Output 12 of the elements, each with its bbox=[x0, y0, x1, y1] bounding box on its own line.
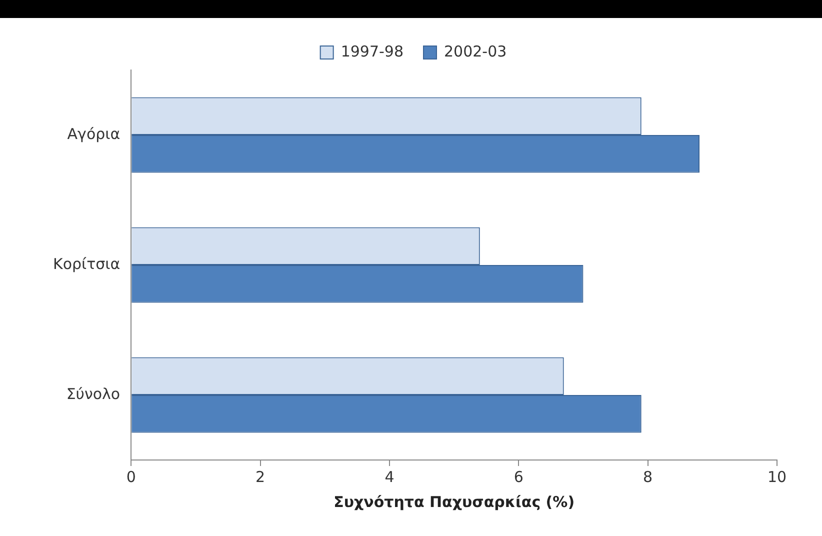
x-tick-label: 4 bbox=[384, 468, 394, 486]
y-tick-label: Σύνολο bbox=[66, 384, 120, 403]
x-tick-label: 6 bbox=[514, 468, 524, 486]
legend-label: 1997-98 bbox=[340, 42, 404, 60]
x-tick-label: 2 bbox=[256, 468, 266, 486]
x-tick-label: 0 bbox=[126, 468, 136, 486]
y-tick-label: Αγόρια bbox=[67, 124, 120, 143]
x-tick-label: 10 bbox=[767, 468, 787, 486]
y-tick-label: Κορίτσια bbox=[52, 254, 120, 273]
legend-label: 2002-03 bbox=[444, 42, 507, 60]
x-tick-label: 8 bbox=[643, 468, 653, 486]
x-axis-title: Συχνότητα Παχυσαρκίας (%) bbox=[334, 492, 575, 511]
